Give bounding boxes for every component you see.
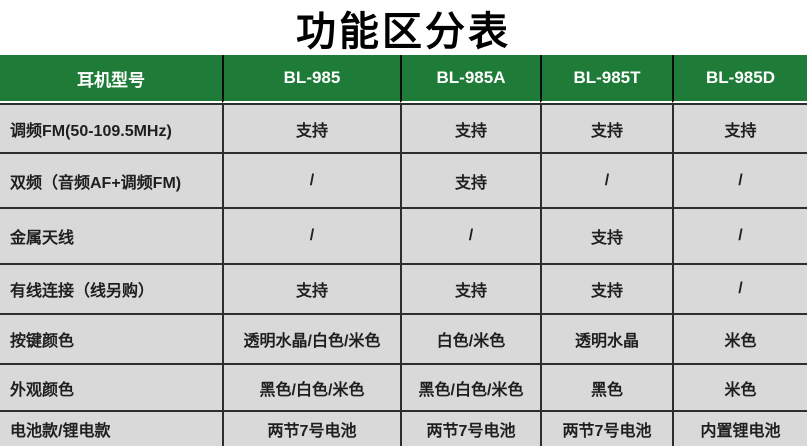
value-cell: 支持 <box>540 263 672 313</box>
table-row-battery: 电池款/锂电款 两节7号电池 两节7号电池 两节7号电池 内置锂电池 <box>0 410 807 446</box>
value-cell: 支持 <box>400 263 540 313</box>
header-row: 耳机型号 BL-985 BL-985A BL-985T BL-985D <box>0 55 807 103</box>
value-cell: 支持 <box>222 263 400 313</box>
page-title: 功能区分表 <box>296 8 511 54</box>
value-cell: 支持 <box>222 103 400 152</box>
value-cell: 支持 <box>400 152 540 207</box>
value-cell: / <box>672 207 807 263</box>
header-cell-model-label: 耳机型号 <box>0 55 222 103</box>
value-cell: / <box>222 207 400 263</box>
header-cell-bl985d: BL-985D <box>672 55 807 103</box>
comparison-table: 耳机型号 BL-985 BL-985A BL-985T BL-985D 调频FM… <box>0 55 807 446</box>
value-cell: 米色 <box>672 313 807 363</box>
row-label-cell: 按键颜色 <box>0 313 222 363</box>
header-cell-bl985t: BL-985T <box>540 55 672 103</box>
table-row-button-color: 按键颜色 透明水晶/白色/米色 白色/米色 透明水晶 米色 <box>0 313 807 363</box>
value-cell: 透明水晶 <box>540 313 672 363</box>
value-cell: 黑色/白色/米色 <box>400 363 540 410</box>
value-cell: / <box>672 263 807 313</box>
value-cell: / <box>672 152 807 207</box>
value-cell: / <box>540 152 672 207</box>
value-cell: 支持 <box>400 103 540 152</box>
table-row-fm: 调频FM(50-109.5MHz) 支持 支持 支持 支持 <box>0 103 807 152</box>
value-cell: 白色/米色 <box>400 313 540 363</box>
value-cell: 米色 <box>672 363 807 410</box>
row-label-cell: 金属天线 <box>0 207 222 263</box>
value-cell: / <box>400 207 540 263</box>
value-cell: 黑色/白色/米色 <box>222 363 400 410</box>
value-cell: 支持 <box>540 103 672 152</box>
value-cell: 黑色 <box>540 363 672 410</box>
row-label-cell: 有线连接（线另购） <box>0 263 222 313</box>
header-cell-bl985: BL-985 <box>222 55 400 103</box>
value-cell: 透明水晶/白色/米色 <box>222 313 400 363</box>
row-label-cell: 外观颜色 <box>0 363 222 410</box>
value-cell: / <box>222 152 400 207</box>
row-label-cell: 电池款/锂电款 <box>0 410 222 446</box>
table-row-antenna: 金属天线 / / 支持 / <box>0 207 807 263</box>
table-row-wired: 有线连接（线另购） 支持 支持 支持 / <box>0 263 807 313</box>
value-cell: 支持 <box>540 207 672 263</box>
value-cell: 支持 <box>672 103 807 152</box>
row-label-cell: 双频（音频AF+调频FM) <box>0 152 222 207</box>
header-cell-bl985a: BL-985A <box>400 55 540 103</box>
value-cell: 两节7号电池 <box>222 410 400 446</box>
table-row-dualband: 双频（音频AF+调频FM) / 支持 / / <box>0 152 807 207</box>
value-cell: 两节7号电池 <box>400 410 540 446</box>
table-row-body-color: 外观颜色 黑色/白色/米色 黑色/白色/米色 黑色 米色 <box>0 363 807 410</box>
value-cell: 内置锂电池 <box>672 410 807 446</box>
value-cell: 两节7号电池 <box>540 410 672 446</box>
row-label-cell: 调频FM(50-109.5MHz) <box>0 103 222 152</box>
